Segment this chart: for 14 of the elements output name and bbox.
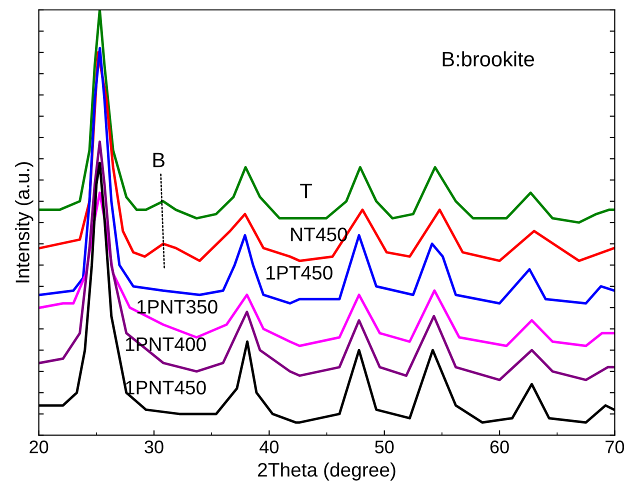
annotation: B bbox=[153, 152, 164, 168]
x-tick-label: 70 bbox=[606, 440, 624, 454]
series-label: 1PT450 bbox=[266, 266, 332, 280]
x-tick-label: 20 bbox=[30, 440, 48, 454]
annotation: T bbox=[300, 184, 312, 198]
x-tick-label: 50 bbox=[375, 440, 394, 454]
series-label: 1PNT350 bbox=[137, 300, 218, 314]
y-axis-title: Intensity (a.u.) bbox=[15, 162, 34, 282]
x-tick-label: 60 bbox=[490, 440, 509, 454]
annotation: B:brookite bbox=[442, 51, 534, 67]
x-tick-label: 30 bbox=[144, 440, 164, 454]
x-tick-label: 40 bbox=[260, 440, 279, 454]
x-axis-title: 2Theta (degree) bbox=[258, 462, 396, 481]
series-label: 1PNT450 bbox=[126, 380, 206, 394]
